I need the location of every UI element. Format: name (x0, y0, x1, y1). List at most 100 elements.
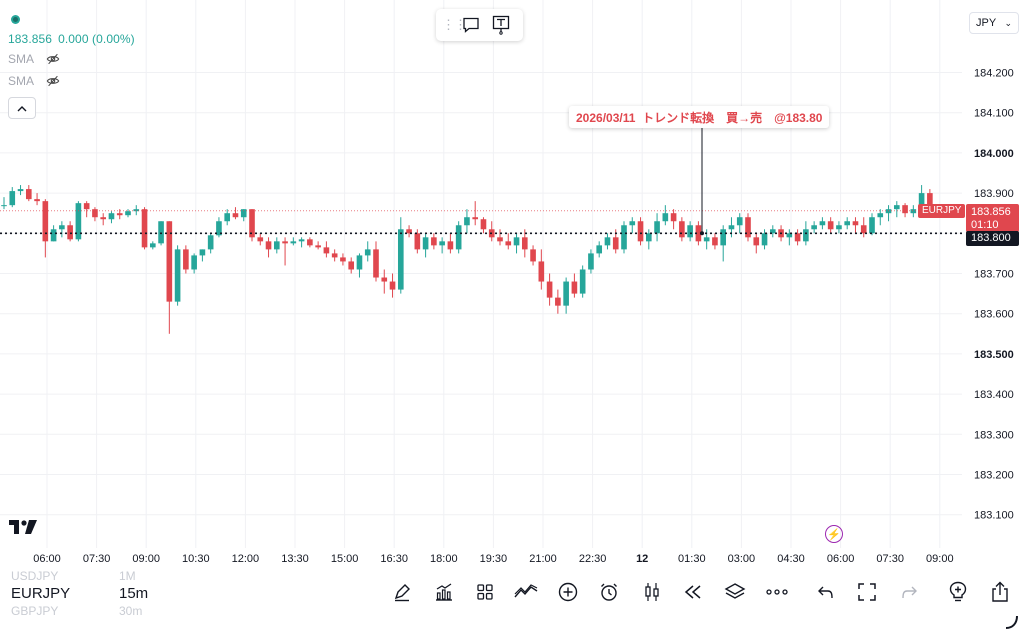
candle-body (381, 277, 388, 282)
layout-button[interactable] (473, 580, 497, 604)
candle-body (75, 203, 82, 240)
text-settings-button[interactable] (486, 11, 516, 39)
layers-icon (724, 583, 746, 599)
time-tick-label: 19:30 (480, 553, 508, 565)
candle-body (670, 213, 677, 222)
price-tick-label: 183.200 (974, 470, 1014, 482)
redo-button[interactable] (897, 580, 921, 604)
candle-body (348, 261, 355, 270)
compare-button[interactable] (514, 580, 538, 604)
candle-body (645, 233, 652, 242)
candle-body (505, 241, 512, 246)
price-change: 0.000 (0.00%) (58, 32, 135, 46)
add-button[interactable] (556, 580, 580, 604)
candle-body (59, 225, 65, 230)
candle-body (232, 213, 239, 218)
indicator-row-sma-2[interactable]: SMA (8, 74, 60, 88)
candle-body (67, 225, 73, 240)
candlestick-icon (645, 583, 659, 601)
timeframe-option-next[interactable]: 30m (119, 604, 143, 618)
candle-body (9, 191, 16, 206)
drag-handle-icon[interactable]: ⋮⋮ (442, 17, 467, 32)
trend-lines-icon (514, 584, 538, 598)
timeframe-option-prev[interactable]: 1M (119, 569, 136, 583)
time-tick-label: 03:00 (728, 553, 756, 565)
symbol-option-next[interactable]: GBPJPY (11, 604, 59, 618)
redo-icon (902, 586, 917, 599)
candle-body (1, 205, 7, 207)
candle-body (455, 225, 462, 250)
time-tick-label: 16:30 (380, 553, 408, 565)
candle-body (803, 229, 809, 242)
text-box-icon (492, 15, 510, 35)
candle-body (340, 257, 346, 262)
candle-body (745, 217, 751, 238)
candle-body (596, 245, 603, 254)
chart-grid (0, 0, 962, 548)
share-button[interactable] (988, 580, 1012, 604)
symbol-selector[interactable]: EURJPY (11, 585, 71, 602)
time-tick-label: 07:30 (83, 553, 111, 565)
time-tick-label: 21:00 (529, 553, 557, 565)
candle-body (927, 193, 933, 211)
candle-body (546, 281, 553, 298)
ideas-button[interactable] (946, 580, 970, 604)
candle-body (116, 213, 123, 216)
time-axis[interactable]: 06:00 07:30 09:00 10:30 12:00 13:30 15:00 16:30… (33, 553, 953, 565)
time-tick-label: 01:30 (678, 553, 706, 565)
candle-body (654, 221, 660, 234)
tradingview-logo-icon[interactable] (9, 520, 39, 534)
time-tick-label: 06:00 (827, 553, 855, 565)
price-tick-label: 183.900 (974, 188, 1014, 200)
bar-countdown: 01:10 (971, 219, 999, 231)
indicators-button[interactable] (432, 580, 456, 604)
price-axis[interactable]: 184.200184.100184.000183.900183.800183.7… (974, 68, 1014, 522)
chevron-down-icon: ⌄ (1004, 17, 1012, 28)
candle-body (604, 237, 611, 246)
timeframe-selector[interactable]: 15m (119, 585, 149, 602)
time-tick-label: 04:30 (777, 553, 805, 565)
candle-body (307, 239, 313, 246)
indicator-label: SMA (8, 52, 35, 66)
symbol-option-prev[interactable]: USDJPY (11, 569, 59, 583)
more-button[interactable] (765, 580, 789, 604)
alert-button[interactable] (597, 580, 621, 604)
drawing-tools-button[interactable] (390, 580, 414, 604)
replay-button[interactable] (681, 580, 705, 604)
comment-button[interactable] (456, 11, 486, 39)
last-price: 183.856 (8, 32, 53, 46)
price-tick-label: 183.400 (974, 389, 1014, 401)
collapse-legend-button[interactable] (8, 97, 36, 119)
alert-price-tag[interactable]: 183.800 (966, 231, 1019, 246)
lightning-icon[interactable]: ⚡ (825, 525, 843, 543)
candle-body (811, 225, 817, 230)
candle-body (298, 239, 305, 242)
chart-type-button[interactable] (640, 580, 664, 604)
candle-body (108, 213, 115, 220)
candle-body (174, 249, 181, 302)
candle-body (786, 233, 793, 238)
indicator-label: SMA (8, 74, 35, 88)
candle-body (472, 217, 479, 220)
resize-handle-icon[interactable] (1004, 615, 1018, 629)
candle-body (497, 237, 503, 242)
layers-button[interactable] (723, 580, 747, 604)
currency-select[interactable]: JPY ⌄ (969, 12, 1019, 34)
annotation-anchor-dot (700, 231, 704, 236)
time-tick-label: 06:00 (33, 553, 61, 565)
candle-body (191, 255, 197, 270)
annotation-label[interactable]: 2026/03/11 トレンド転換 買→売 @183.80 (569, 106, 830, 128)
indicator-row-sma-1[interactable]: SMA (8, 52, 60, 66)
eye-off-icon[interactable] (46, 74, 60, 88)
plus-circle-icon (558, 582, 578, 602)
fullscreen-button[interactable] (855, 580, 879, 604)
eye-off-icon[interactable] (46, 52, 60, 66)
candle-body (844, 221, 851, 226)
floating-drawing-toolbar[interactable]: ⋮⋮ (436, 9, 523, 41)
candle-body (902, 205, 908, 214)
candle-body (133, 209, 140, 212)
undo-button[interactable] (814, 580, 838, 604)
candle-body (555, 297, 561, 306)
grid-icon (477, 584, 493, 600)
